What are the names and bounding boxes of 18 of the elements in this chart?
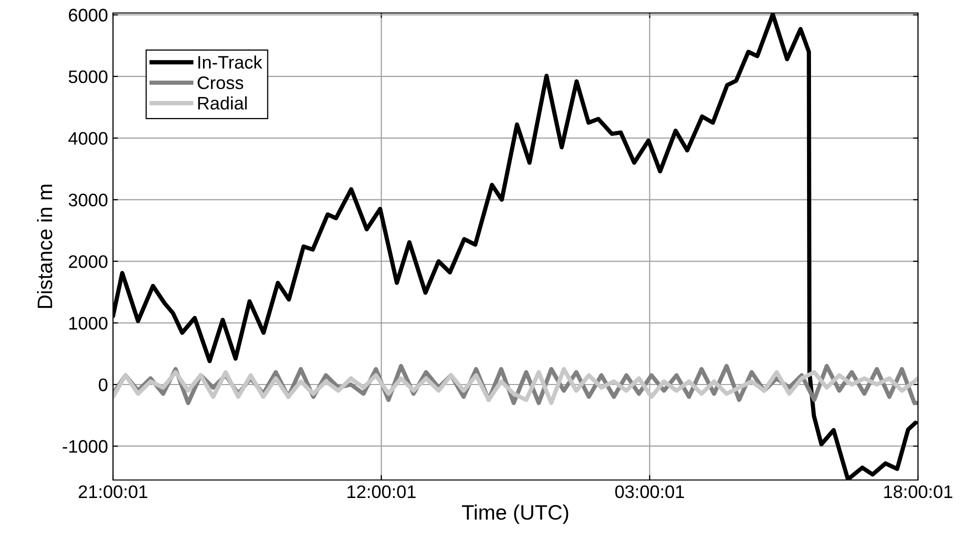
x-tick-label: 21:00:01: [78, 485, 148, 498]
x-tick-label: 03:00:01: [615, 485, 684, 498]
x-tick-label: 18:00:01: [884, 485, 952, 498]
legend-label: In-Track: [198, 55, 262, 69]
y-tick-label: 2000: [68, 255, 108, 268]
legend-label: Cross: [198, 76, 244, 90]
y-tick-label: 5000: [68, 70, 108, 84]
y-tick-label: 0: [98, 378, 108, 392]
y-tick-label: 3000: [68, 194, 108, 206]
y-tick-label: 6000: [68, 8, 108, 22]
y-tick-label: 1000: [69, 316, 108, 330]
line-series: [113, 13, 918, 480]
x-axis-title: Time (UTC): [462, 504, 568, 524]
y-axis-title: Distance in m: [36, 184, 52, 308]
x-tick-label: 12:00:01: [348, 485, 416, 498]
y-tick-label: 4000: [68, 132, 108, 145]
y-tick-label: -1000: [62, 440, 108, 453]
legend-label: Radial: [198, 96, 247, 110]
